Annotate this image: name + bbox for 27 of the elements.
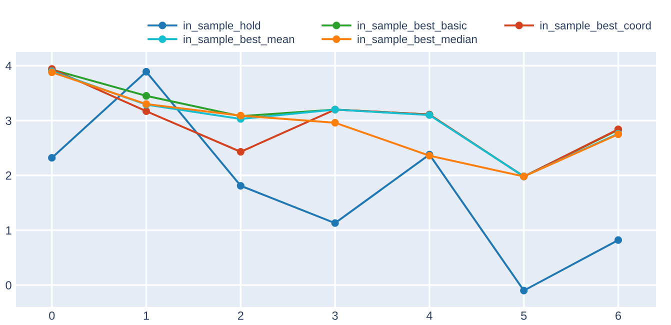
point [331,219,339,227]
legend-label: in_sample_best_coord [540,21,651,32]
point [142,92,150,100]
y-tick-label: 4 [6,62,12,70]
point [142,68,150,76]
point [48,154,56,162]
point [614,236,622,244]
point [142,107,150,116]
x-tick-label: 0 [49,311,55,320]
point [520,286,528,294]
point [236,148,244,156]
x-tick-label: 4 [426,312,432,320]
y-tick-label: 3 [6,116,12,125]
x-tick-label: 1 [144,312,149,320]
y-tick-label: 1 [6,226,12,235]
point [236,182,244,190]
legend-label: in_sample_best_mean [184,34,294,46]
x-tick-label: 3 [332,311,338,320]
x-tick-label: 6 [616,311,622,320]
y-tick-label: 0 [6,281,12,290]
point [331,118,339,127]
x-tick-label: 2 [238,311,244,320]
legend-label: in_sample_best_basic [358,21,467,32]
x-tick-label: 5 [521,312,527,320]
y-tick-label: 2 [6,171,12,180]
legend-label: in_sample_best_median [358,34,477,46]
legend-label: in_sample_hold [184,21,260,32]
